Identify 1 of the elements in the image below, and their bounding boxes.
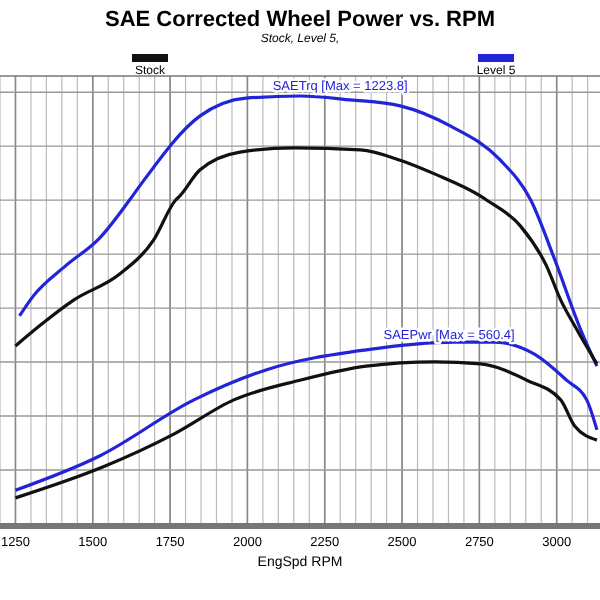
- chart-title: SAE Corrected Wheel Power vs. RPM: [105, 8, 495, 32]
